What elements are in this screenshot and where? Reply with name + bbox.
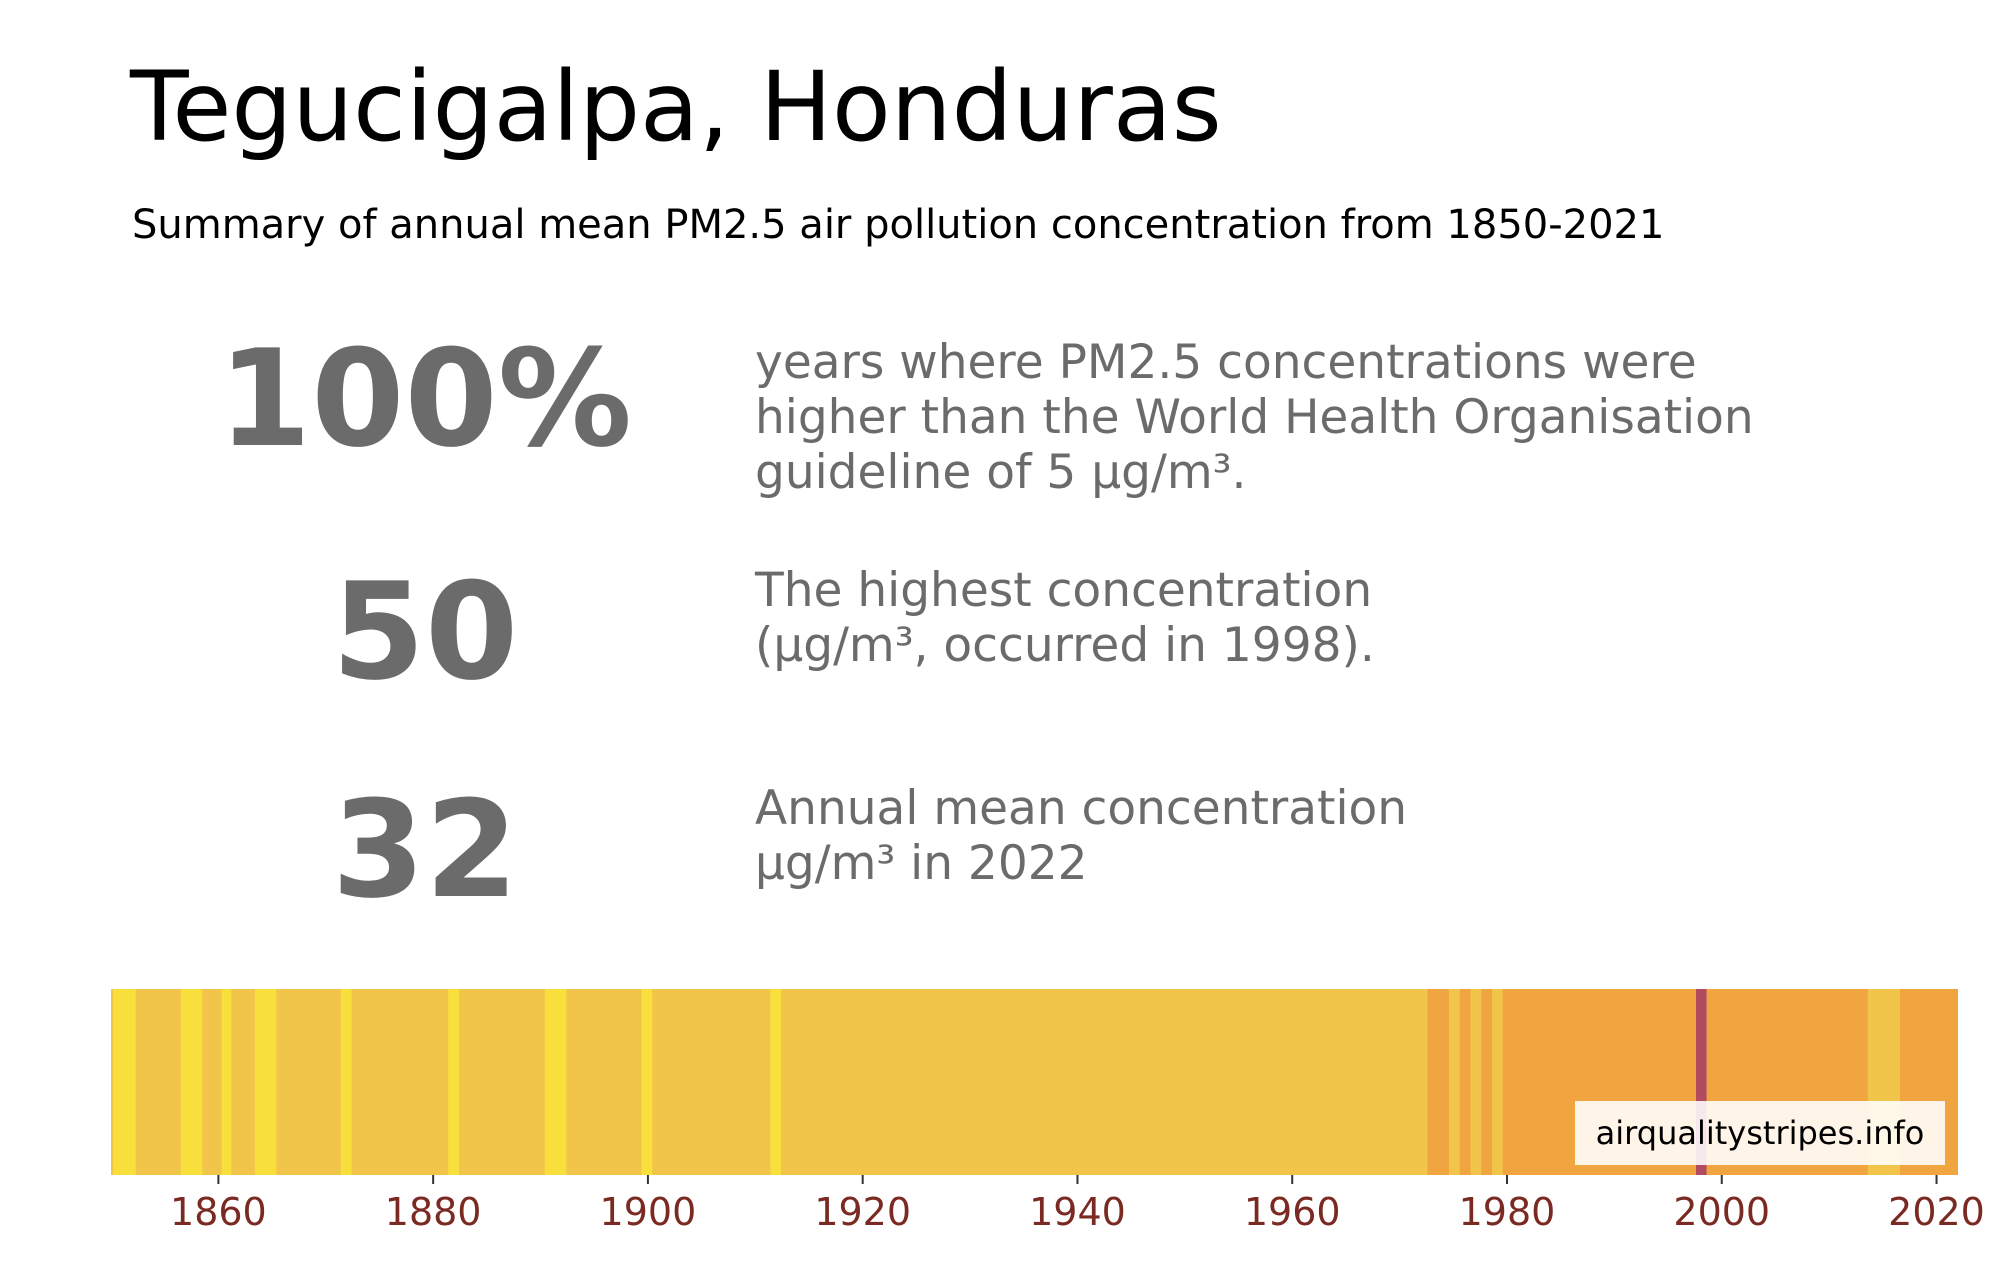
year-stripe [1481, 989, 1492, 1175]
stat-description-line: μg/m³ in 2022 [755, 836, 1088, 891]
stat-description-highest: The highest concentration (μg/m³, occurr… [755, 563, 1375, 673]
stat-value-exceedance: 100% [218, 321, 632, 477]
year-stripe [221, 989, 232, 1175]
year-stripe [254, 989, 277, 1175]
x-tick-label: 2020 [1888, 1190, 1985, 1234]
stat-description-line: guideline of 5 μg/m³. [755, 445, 1247, 500]
year-stripe [1695, 989, 1707, 1175]
stat-description-line: (μg/m³, occurred in 1998). [755, 618, 1375, 673]
stat-value-annual-mean: 32 [331, 772, 519, 928]
stat-description-line: higher than the World Health Organisatio… [755, 390, 1754, 445]
year-stripe [113, 989, 136, 1175]
page-title: Tegucigalpa, Honduras [130, 51, 1222, 163]
year-stripe [641, 989, 653, 1175]
stat-value-highest: 50 [331, 554, 519, 710]
year-stripe [1427, 989, 1450, 1175]
x-tick-label: 1940 [1029, 1190, 1126, 1234]
x-tick-label: 1960 [1244, 1190, 1341, 1234]
x-tick-label: 1980 [1459, 1190, 1556, 1234]
stat-description-line: The highest concentration [755, 563, 1373, 618]
stat-description-annual-mean: Annual mean concentration μg/m³ in 2022 [755, 781, 1407, 891]
stat-description-line: Annual mean concentration [755, 781, 1408, 836]
page-subtitle: Summary of annual mean PM2.5 air polluti… [132, 202, 1665, 248]
watermark-label: airqualitystripes.info [1575, 1101, 1945, 1165]
year-stripe [180, 989, 203, 1175]
year-stripe [340, 989, 352, 1175]
x-tick-label: 1880 [385, 1190, 482, 1234]
year-stripe [1459, 989, 1471, 1175]
stat-description-exceedance: years where PM2.5 concentrations were hi… [755, 335, 1754, 500]
stat-description-line: years where PM2.5 concentrations were [755, 335, 1697, 390]
x-tick-label: 1860 [170, 1190, 267, 1234]
x-tick-label: 1920 [814, 1190, 911, 1234]
year-stripe [770, 989, 782, 1175]
year-stripe [544, 989, 567, 1175]
x-tick-label: 1900 [600, 1190, 697, 1234]
x-tick-label: 2000 [1673, 1190, 1770, 1234]
year-stripe [448, 989, 459, 1175]
